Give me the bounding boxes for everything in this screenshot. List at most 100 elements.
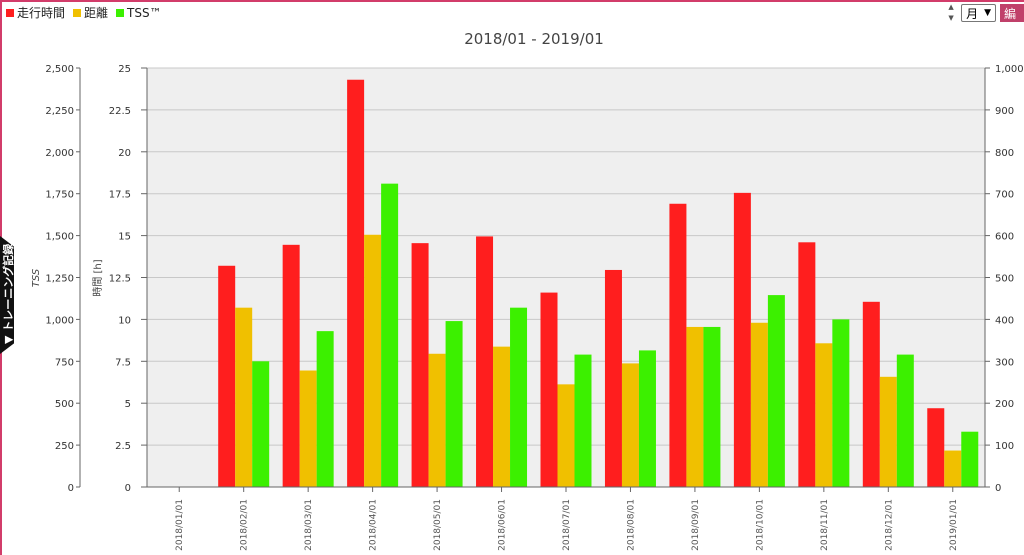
x-tick-label: 2019/01/01 [949, 499, 959, 551]
right-tick-label: 400 [995, 315, 1014, 326]
right-tick-label: 700 [995, 190, 1014, 201]
bar[interactable] [604, 269, 622, 487]
right-tick-label: 200 [995, 399, 1014, 410]
bar[interactable] [798, 242, 816, 487]
tss-axis-title: TSS [31, 268, 42, 287]
bar[interactable] [669, 203, 687, 488]
bar[interactable] [428, 353, 446, 487]
legend-item-tss[interactable]: TSS™ [116, 4, 162, 21]
time-axis-title: 時間 [h] [92, 259, 104, 296]
bar[interactable] [944, 450, 962, 487]
tss-tick-label: 1,000 [45, 315, 74, 326]
bar[interactable] [703, 326, 721, 487]
bar[interactable] [316, 331, 334, 487]
period-spinner[interactable]: ▲ ▼ [945, 3, 957, 23]
bar[interactable] [686, 326, 704, 487]
legend-swatch-tss [116, 8, 125, 17]
bar[interactable] [927, 408, 945, 487]
bar[interactable] [476, 236, 494, 487]
legend-swatch-distance [73, 8, 82, 17]
period-select[interactable]: 月 ▼ [961, 4, 996, 22]
spinner-down-icon[interactable]: ▼ [948, 14, 954, 22]
bar[interactable] [733, 192, 751, 487]
tss-tick-label: 1,750 [45, 190, 74, 201]
time-tick-label: 7.5 [115, 357, 131, 368]
x-tick-label: 2018/04/01 [369, 499, 379, 551]
tss-tick-label: 750 [55, 357, 74, 368]
right-tick-label: 100 [995, 441, 1014, 452]
bar[interactable] [961, 431, 979, 487]
bar[interactable] [282, 244, 300, 487]
bar[interactable] [621, 363, 639, 487]
bar[interactable] [347, 79, 365, 488]
x-tick-label: 2018/09/01 [691, 499, 701, 551]
right-tick-label: 800 [995, 148, 1014, 159]
bar[interactable] [750, 322, 768, 487]
bar[interactable] [557, 384, 575, 487]
bar[interactable] [510, 307, 528, 487]
bar[interactable] [832, 319, 850, 487]
legend-label-tss: TSS™ [127, 5, 162, 20]
training-log-tab[interactable] [0, 236, 14, 354]
bar[interactable] [364, 234, 382, 487]
tss-tick-label: 1,500 [45, 232, 74, 243]
x-tick-label: 2018/08/01 [626, 499, 636, 551]
time-tick-label: 25 [118, 64, 131, 75]
bar[interactable] [235, 307, 253, 487]
tss-tick-label: 2,000 [45, 148, 74, 159]
legend-swatch-running-time [6, 8, 14, 17]
x-tick-label: 2018/10/01 [755, 499, 765, 551]
bar[interactable] [896, 354, 914, 487]
bar[interactable] [445, 321, 463, 487]
time-tick-label: 5 [125, 399, 131, 410]
legend-label-distance: 距離 [84, 6, 109, 20]
spinner-up-icon[interactable]: ▲ [948, 3, 954, 11]
x-tick-label: 2018/01/01 [175, 499, 185, 551]
x-tick-label: 2018/02/01 [240, 499, 250, 551]
bar[interactable] [767, 295, 785, 487]
bar[interactable] [411, 243, 429, 487]
time-tick-label: 12.5 [109, 274, 131, 285]
tss-tick-label: 2,500 [45, 64, 74, 75]
x-tick-label: 2018/12/01 [884, 499, 894, 551]
time-tick-label: 20 [118, 148, 131, 159]
time-tick-label: 0 [125, 483, 131, 494]
x-tick-label: 2018/03/01 [304, 499, 314, 551]
chevron-down-icon: ▼ [984, 8, 991, 18]
chart-legend: 走行時間 距離 TSS™ [6, 4, 162, 21]
x-tick-label: 2018/07/01 [562, 499, 572, 551]
bar[interactable] [815, 343, 833, 487]
right-tick-label: 300 [995, 357, 1014, 368]
window-top-border [0, 0, 1024, 2]
x-tick-label: 2018/11/01 [820, 499, 830, 551]
tss-tick-label: 2,250 [45, 106, 74, 117]
chart-title: 2018/01 - 2019/01 [464, 30, 604, 48]
bar[interactable] [252, 361, 270, 487]
period-select-value: 月 [966, 6, 979, 21]
right-tick-label: 500 [995, 274, 1014, 285]
legend-item-running-time[interactable]: 走行時間 [6, 4, 65, 21]
bar[interactable] [299, 370, 317, 487]
right-tick-label: 0 [995, 483, 1001, 494]
time-tick-label: 17.5 [109, 190, 131, 201]
legend-item-distance[interactable]: 距離 [73, 4, 108, 21]
legend-label-running-time: 走行時間 [17, 6, 66, 20]
bar[interactable] [381, 183, 399, 488]
bar[interactable] [574, 354, 592, 487]
bar[interactable] [862, 301, 880, 487]
tss-tick-label: 250 [55, 441, 74, 452]
bar[interactable] [493, 346, 511, 487]
bar[interactable] [218, 265, 236, 487]
right-tick-label: 1,000 [995, 64, 1024, 75]
bar[interactable] [879, 376, 897, 487]
right-tick-label: 600 [995, 232, 1014, 243]
bar[interactable] [638, 350, 656, 487]
time-tick-label: 10 [118, 315, 131, 326]
edit-button[interactable]: 編 [1000, 4, 1024, 22]
right-tick-label: 900 [995, 106, 1014, 117]
time-tick-label: 15 [118, 232, 131, 243]
period-controls: ▲ ▼ 月 ▼ 編 [945, 3, 1024, 23]
x-tick-label: 2018/06/01 [498, 499, 508, 551]
bar[interactable] [540, 292, 558, 487]
